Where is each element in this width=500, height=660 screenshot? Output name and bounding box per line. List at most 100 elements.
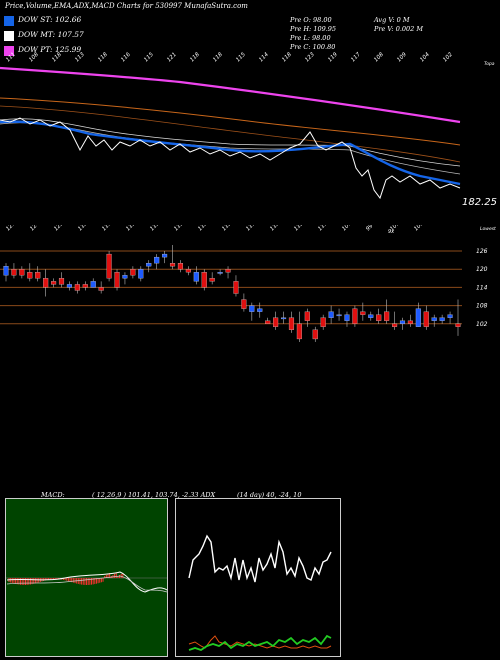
bottom-tick-label: 112 — [221, 225, 233, 232]
top-tick-label: 118 — [189, 51, 201, 63]
bottom-tick-label: 99 — [365, 225, 375, 232]
top-tick-label: 115 — [235, 51, 247, 63]
bottom-tick-label: 123 — [53, 225, 65, 232]
bottom-tick-label: 118 — [77, 225, 89, 232]
ema-long-line-2 — [0, 105, 461, 163]
legend-label-st: DOW ST: 102.66 — [18, 15, 82, 24]
candle-body — [201, 272, 207, 288]
candle-body — [177, 263, 184, 270]
top-tick-label: 118 — [51, 51, 63, 63]
adx-minus-di — [188, 634, 332, 651]
legend-label-mt: DOW MT: 107.57 — [18, 30, 84, 39]
macd-frame — [5, 498, 168, 657]
candle-body — [241, 299, 247, 309]
bottom-tick-label: 116 — [101, 225, 113, 232]
candle-body — [217, 272, 223, 274]
top-tick-label: 118 — [212, 51, 224, 63]
candle-panel: 127 124 123 118 116 115 115 115 118 112 111 118 112 1… — [0, 225, 496, 342]
top-tick-label: 121 — [166, 52, 178, 64]
pre-close: Pre C: 100.80 — [290, 43, 336, 51]
candle-body — [344, 314, 350, 321]
candle-body — [249, 305, 255, 312]
candle-body — [193, 272, 199, 282]
candle-body — [82, 284, 88, 288]
macd-values: ( 12,26,9 ) 101.41, 103.74, -2.33 ADX — [92, 491, 216, 499]
top-tick-label: 113 — [74, 51, 86, 63]
bottom-tick-label: 118 — [269, 225, 281, 232]
top-tick-label: 119 — [327, 51, 339, 63]
legend-swatch-pt — [4, 46, 14, 56]
candle-body — [296, 323, 302, 340]
adx-frame — [175, 498, 341, 657]
macd-line — [6, 571, 168, 593]
top-tick-label: 102 — [442, 51, 454, 63]
adx-panel — [175, 498, 341, 657]
bottom-tick-label: 115 — [149, 225, 161, 232]
bottom-tick-label: 124 — [29, 225, 41, 232]
candle-body — [415, 308, 421, 327]
bottom-tick-label: 111 — [317, 225, 329, 232]
bottom-tick-label: 101 — [389, 225, 401, 232]
top-tick-label: 108 — [28, 51, 40, 63]
top-tick-label: 104 — [419, 51, 431, 63]
candle-body — [312, 329, 318, 340]
candle-body — [185, 269, 191, 273]
candle-body — [336, 314, 342, 317]
candle-body — [439, 317, 445, 321]
candle-body — [423, 311, 429, 327]
candle-body — [51, 281, 57, 285]
candle-body — [407, 320, 413, 324]
candle-body — [280, 317, 287, 320]
avg-volume: Avg V: 0 M — [374, 16, 410, 24]
pre-open: Pre O: 98.00 — [290, 16, 332, 24]
top-value-label: 182.25 — [462, 197, 497, 208]
price-level-label: 120 — [476, 266, 488, 273]
pre-high: Pre H: 109.95 — [290, 25, 337, 33]
candle-body — [169, 263, 176, 267]
top-tick-label: 109 — [396, 51, 408, 63]
candle-body — [209, 278, 215, 282]
candle-body — [98, 287, 104, 291]
candle-body — [455, 323, 461, 327]
candle-body — [162, 253, 168, 258]
candle-body — [122, 275, 128, 279]
candle-body — [288, 317, 295, 330]
pre-low: Pre L: 98.00 — [290, 34, 331, 42]
top-tick-label: 111 — [5, 52, 17, 64]
ema-long-line — [0, 97, 461, 146]
candle-body — [90, 281, 96, 288]
candle-body — [225, 269, 231, 273]
bottom-tick-label: 107 — [341, 225, 353, 232]
candle-body — [392, 323, 398, 327]
candle-body — [114, 272, 120, 288]
bottom-tick-label: 118 — [197, 225, 209, 232]
bottom-right-label: Lowest — [480, 226, 496, 232]
legend-label-pt: DOW PT: 125.99 — [18, 45, 82, 54]
candle-body — [19, 269, 25, 276]
signal-line — [6, 575, 168, 593]
candle-body — [360, 311, 366, 315]
price-level-label: 114 — [476, 284, 488, 291]
ema-white-upper — [0, 118, 461, 167]
chart-title: Price,Volume,EMA,ADX,MACD Charts for 530… — [5, 2, 248, 10]
candle-body — [431, 317, 437, 321]
candle-body — [399, 320, 406, 324]
candle-body — [233, 281, 239, 294]
price-line — [0, 117, 461, 200]
macd-panel — [5, 498, 168, 657]
top-tick-label: 108 — [373, 51, 385, 63]
bottom-tick-label: 127 — [5, 225, 17, 232]
ema-pt-line — [0, 66, 461, 124]
candle-body — [43, 278, 49, 288]
candle-body — [130, 269, 136, 276]
price-level-label: 102 — [476, 321, 488, 328]
candle-body — [27, 272, 33, 279]
candle-body — [138, 269, 144, 279]
top-tick-label: 123 — [304, 51, 316, 63]
bottom-tick-label: 115 — [173, 225, 185, 232]
macd-label: MACD: — [41, 491, 65, 499]
candle-body — [154, 256, 160, 264]
candle-body — [265, 320, 271, 324]
adx-values: (14 day) 40, -24, 10 — [237, 491, 302, 499]
top-tick-label: 118 — [97, 51, 109, 63]
